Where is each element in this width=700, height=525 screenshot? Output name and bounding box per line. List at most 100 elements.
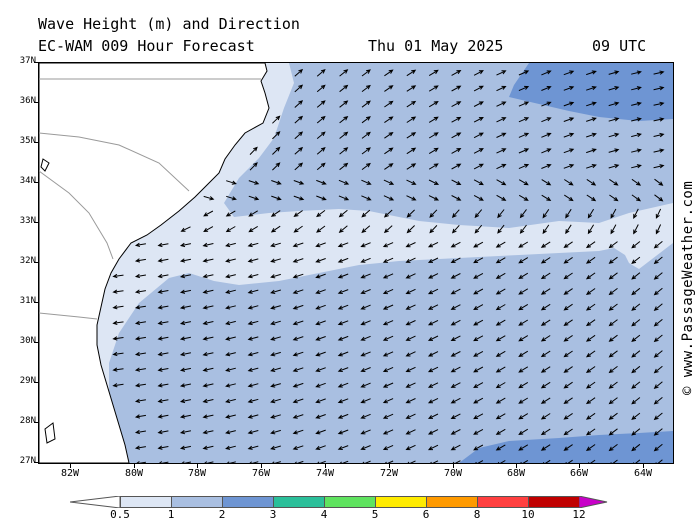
wave-direction-arrow <box>427 319 439 326</box>
wave-direction-arrow <box>361 209 371 218</box>
wave-direction-arrow <box>473 116 484 123</box>
wave-direction-arrow <box>586 148 597 154</box>
wave-direction-arrow <box>270 258 281 263</box>
wave-direction-arrow <box>540 303 551 311</box>
wave-direction-arrow <box>450 257 461 264</box>
legend-bin-5-6 <box>375 496 427 508</box>
wave-direction-arrow <box>518 428 529 436</box>
wave-direction-arrow <box>292 304 304 310</box>
wave-direction-arrow <box>654 194 664 202</box>
wave-direction-arrow <box>585 319 596 327</box>
wave-direction-arrow <box>247 430 259 435</box>
wave-direction-arrow <box>473 132 484 139</box>
wave-direction-arrow <box>225 258 236 263</box>
wave-direction-arrow <box>473 428 484 435</box>
wave-direction-arrow <box>585 366 596 373</box>
wave-direction-arrow <box>181 461 191 463</box>
wave-direction-arrow <box>496 132 507 138</box>
forecast-time: 09 UTC <box>592 37 647 55</box>
wave-direction-arrow <box>608 241 618 249</box>
wave-direction-arrow <box>270 242 281 248</box>
wave-direction-arrow <box>384 163 394 170</box>
wave-direction-arrow <box>451 116 462 123</box>
legend-label: 3 <box>269 508 277 521</box>
wave-direction-arrow <box>563 101 575 107</box>
wave-direction-arrow <box>631 86 642 91</box>
lake-shape <box>40 158 50 172</box>
wave-direction-arrow <box>247 367 259 372</box>
wave-direction-arrow <box>541 194 552 202</box>
wave-direction-arrow <box>608 117 620 122</box>
wave-direction-arrow <box>587 459 596 463</box>
wave-direction-arrow <box>653 381 663 389</box>
wave-direction-arrow <box>563 319 573 327</box>
wave-direction-arrow <box>294 131 304 140</box>
wave-direction-arrow <box>518 335 529 342</box>
wave-direction-arrow <box>248 180 260 185</box>
direction-arrows <box>112 68 665 463</box>
wave-direction-arrow <box>518 397 529 404</box>
wave-direction-arrow <box>608 444 618 452</box>
wave-direction-arrow <box>473 319 484 326</box>
wave-direction-arrow <box>653 303 663 311</box>
legend-label: 0.5 <box>110 508 130 521</box>
wave-direction-arrow <box>497 209 505 219</box>
wave-direction-arrow <box>338 225 348 233</box>
wave-direction-arrow <box>338 195 350 201</box>
wave-direction-arrow <box>292 398 304 404</box>
wave-direction-arrow <box>565 224 572 235</box>
lon-label-82w: 82W <box>60 468 80 479</box>
lat-tick <box>34 382 38 383</box>
wave-direction-arrow <box>315 445 326 450</box>
wave-direction-arrow <box>225 305 236 310</box>
lon-tick <box>579 464 580 468</box>
wave-direction-arrow <box>631 303 641 311</box>
wave-direction-arrow <box>563 241 573 249</box>
wave-direction-arrow <box>270 351 281 357</box>
wave-direction-arrow <box>157 367 169 372</box>
wave-direction-arrow <box>450 366 461 373</box>
wave-direction-arrow <box>428 69 439 77</box>
wave-direction-arrow <box>360 335 371 341</box>
legend-label: 6 <box>422 508 430 521</box>
wave-direction-arrow <box>361 100 371 108</box>
wave-direction-arrow <box>473 163 484 170</box>
wave-direction-arrow <box>427 366 439 373</box>
wave-direction-arrow <box>518 303 529 311</box>
wave-direction-arrow <box>272 146 281 155</box>
wave-direction-arrow <box>451 70 462 76</box>
lon-label-76w: 76W <box>251 468 271 479</box>
wave-direction-arrow <box>179 274 191 279</box>
wave-direction-arrow <box>294 162 304 171</box>
wave-direction-arrow <box>179 383 191 388</box>
wave-direction-arrow <box>541 101 552 107</box>
wave-direction-arrow <box>270 414 281 419</box>
wave-direction-arrow <box>610 208 617 219</box>
lat-label-37n: 37N <box>19 56 36 66</box>
wave-direction-arrow <box>585 288 596 295</box>
wave-direction-arrow <box>427 273 439 279</box>
wave-direction-arrow <box>157 320 169 326</box>
lat-tick <box>34 102 38 103</box>
wave-direction-arrow <box>202 445 214 450</box>
lon-label-80w: 80W <box>124 468 144 479</box>
wave-direction-arrow <box>473 194 484 201</box>
lat-tick <box>34 422 38 423</box>
wave-direction-arrow <box>495 304 506 311</box>
wave-direction-arrow <box>271 180 282 185</box>
wave-direction-arrow <box>608 319 618 327</box>
wave-direction-arrow <box>179 289 191 294</box>
wave-direction-arrow <box>496 163 507 170</box>
wave-direction-arrow <box>428 85 439 92</box>
wave-direction-arrow <box>134 289 146 294</box>
wave-direction-arrow <box>495 366 506 373</box>
wave-direction-arrow <box>157 273 169 279</box>
wave-direction-arrow <box>247 336 259 341</box>
wave-direction-arrow <box>406 209 415 218</box>
wave-direction-arrow <box>608 132 620 138</box>
wave-direction-arrow <box>405 320 416 326</box>
forecast-date: Thu 01 May 2025 <box>368 37 504 55</box>
wave-direction-arrow <box>473 101 484 107</box>
wave-direction-arrow <box>631 164 642 169</box>
wave-direction-arrow <box>427 413 439 419</box>
